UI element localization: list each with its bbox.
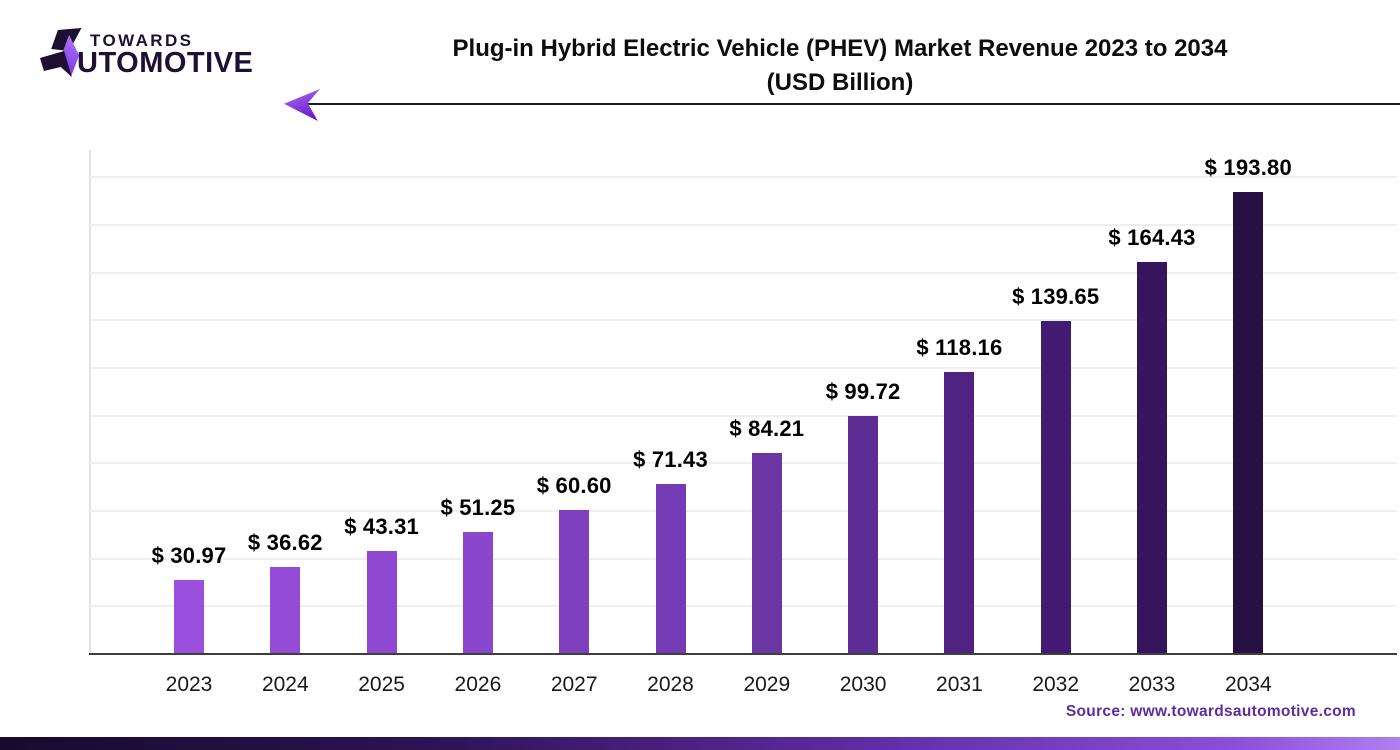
x-tick-2025: 2025 [358, 673, 405, 696]
gridline [90, 509, 1397, 512]
bar-2032 [1040, 321, 1071, 654]
chart-title-line1: Plug-in Hybrid Electric Vehicle (PHEV) M… [452, 35, 1228, 62]
bar-2033 [1137, 262, 1167, 654]
x-tick-2033: 2033 [1128, 673, 1176, 696]
value-label-2033: $ 164.43 [1108, 225, 1196, 251]
chart-title-line2: (USD Billion) [766, 69, 914, 96]
gridline [90, 319, 1397, 322]
bar-2023 [174, 580, 204, 654]
brand-mark-a-icon [40, 28, 96, 78]
brand-word-towards: TOWARDS [90, 31, 194, 50]
bar-2028 [655, 483, 686, 654]
bar-2030 [848, 416, 879, 654]
value-label-2032: $ 139.65 [1012, 284, 1100, 310]
header-divider-line [302, 103, 1400, 105]
gridline [90, 271, 1397, 274]
x-tick-2027: 2027 [550, 673, 598, 696]
bar-2029 [751, 453, 782, 654]
x-tick-2029: 2029 [743, 673, 791, 696]
x-tick-2030: 2030 [839, 673, 887, 696]
gridline [90, 223, 1397, 226]
value-label-2030: $ 99.72 [825, 379, 901, 405]
value-label-2027: $ 60.60 [536, 472, 612, 498]
brand-logo: TOWARDS UTOMOTIVE [40, 26, 300, 82]
value-label-2029: $ 84.21 [729, 416, 805, 442]
brand-word-automotive: UTOMOTIVE [77, 47, 254, 79]
value-label-2031: $ 118.16 [916, 335, 1003, 361]
bar-2025 [366, 550, 397, 654]
x-tick-2034: 2034 [1224, 673, 1272, 696]
x-tick-2032: 2032 [1032, 673, 1080, 696]
bar-2034 [1233, 192, 1264, 654]
y-axis-line [89, 150, 91, 655]
bar-2026 [462, 531, 493, 654]
x-tick-2028: 2028 [647, 673, 694, 696]
bar-2031 [944, 372, 975, 654]
left-arrow-icon [284, 89, 320, 121]
bar-2027 [559, 509, 590, 654]
bar-2024 [270, 566, 301, 654]
x-tick-2026: 2026 [454, 673, 502, 696]
x-tick-2023: 2023 [165, 673, 213, 696]
gridline [90, 414, 1397, 417]
value-label-2023: $ 30.97 [151, 543, 227, 569]
bar-chart-plot: $ 30.97 2023 $ 36.62 2024 $ 43.31 2025 $ 51.25… [89, 150, 1397, 696]
gridline [90, 176, 1397, 179]
source-link[interactable]: Source: www.towardsautomotive.com [1065, 703, 1356, 720]
x-axis-line [89, 653, 1397, 655]
value-label-2025: $ 43.31 [344, 513, 419, 539]
chart-title: Plug-in Hybrid Electric Vehicle (PHEV) M… [390, 32, 1290, 100]
gridline [90, 557, 1397, 560]
value-label-2034: $ 193.80 [1204, 155, 1292, 180]
value-label-2026: $ 51.25 [440, 494, 516, 520]
x-tick-2024: 2024 [261, 673, 309, 696]
gridline [90, 605, 1397, 608]
value-label-2028: $ 71.43 [633, 446, 708, 472]
value-label-2024: $ 36.62 [247, 529, 323, 555]
gridline [90, 366, 1397, 369]
gridline [90, 462, 1397, 465]
x-tick-2031: 2031 [936, 673, 983, 696]
bottom-gradient-bar [0, 737, 1400, 750]
